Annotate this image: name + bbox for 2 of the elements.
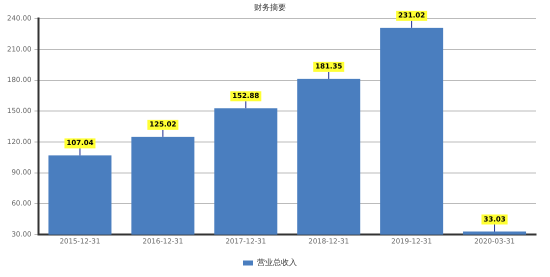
legend-label: 营业总收入 <box>257 258 297 268</box>
chart-title: 财务摘要 <box>254 2 286 12</box>
